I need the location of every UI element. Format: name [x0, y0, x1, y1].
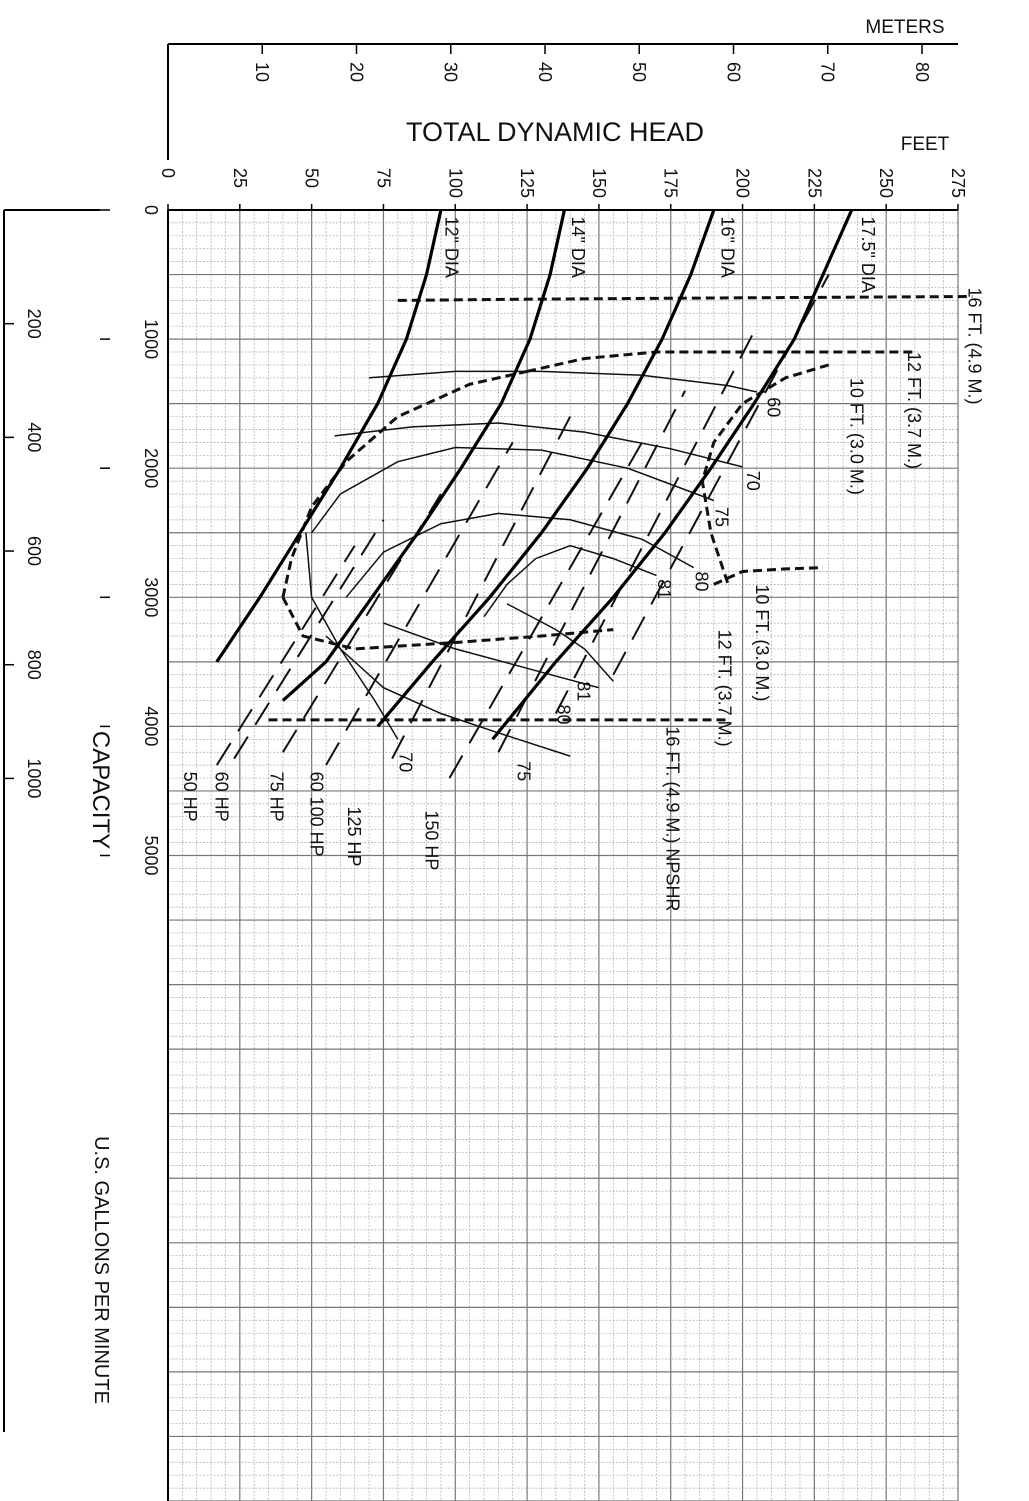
axes: TOTAL DYNAMIC HEAD FEET METERS CAPACITY …: [87, 17, 950, 1404]
x-tick-label-feet: 100: [445, 168, 465, 198]
grid: [167, 209, 959, 1501]
impeller-curve: [215, 209, 443, 663]
impeller-curve: [376, 209, 716, 728]
horsepower-line: [391, 416, 572, 760]
npshr-label: 10 FT. (3.0 M.): [752, 584, 772, 701]
y-tick-label-m3h: 1000: [24, 758, 44, 798]
horsepower-label: 50 HP: [180, 772, 200, 822]
horsepower-line: [325, 441, 514, 766]
x-tick-label-feet: 200: [733, 168, 753, 198]
x-tick-label-meters: 40: [535, 62, 555, 82]
horsepower-line: [215, 545, 356, 766]
x-axis-title: TOTAL DYNAMIC HEAD: [406, 117, 704, 147]
npshr-curve: [281, 596, 614, 651]
efficiency-curve: [369, 370, 758, 393]
efficiency-curve: [506, 603, 614, 682]
efficiency-curve: [325, 635, 571, 757]
x-tick-label-feet: 275: [948, 168, 968, 198]
x-tick-label-meters: 60: [723, 62, 743, 82]
y-axis-title: CAPACITY: [87, 731, 114, 849]
x-tick-label-meters: 20: [346, 62, 366, 82]
npshr-curve: [700, 363, 830, 585]
impeller-label: 14" DIA: [568, 216, 588, 277]
x-tick-label-feet: 50: [302, 168, 322, 188]
efficiency-label: 70: [396, 752, 416, 772]
x-tick-label-meters: 10: [252, 62, 272, 82]
npshr-label: 10 FT. (3.0 M.): [847, 378, 867, 495]
y-tick-label-gpm: 0: [141, 205, 161, 215]
x-tick-label-meters: 30: [441, 62, 461, 82]
efficiency-curve: [334, 422, 743, 468]
x-tick-label-feet: 125: [517, 168, 537, 198]
horsepower-label: 150 HP: [421, 810, 441, 870]
npshr-curve: [397, 295, 973, 302]
impeller-curve: [491, 209, 854, 741]
impeller-label: 12" DIA: [442, 216, 462, 277]
horsepower-label: 60 100 HP: [307, 772, 327, 857]
x-tick-label-feet: 175: [661, 168, 681, 198]
npshr-label: 16 FT. (4.9 M.): [964, 287, 984, 404]
y-tick-label-m3h: 600: [24, 536, 44, 566]
efficiency-label: 80: [691, 571, 711, 591]
efficiency-label: 81: [574, 681, 594, 701]
efficiency-curve: [305, 532, 399, 740]
horsepower-label: 75 HP: [266, 772, 286, 822]
impeller-label: 17.5" DIA: [858, 216, 878, 292]
npshr-label: 12 FT. (3.7 M.): [904, 352, 924, 469]
curves: [215, 209, 973, 779]
impeller-curve: [281, 209, 566, 702]
efficiency-label: 75: [513, 761, 533, 781]
x-tick-label-feet: 75: [373, 168, 393, 188]
x-tick-label-meters: 50: [629, 62, 649, 82]
horsepower-line: [497, 390, 686, 753]
x-tick-label-feet: 25: [230, 168, 250, 188]
horsepower-line: [233, 519, 385, 760]
y-tick-label-m3h: 200: [24, 309, 44, 339]
horsepower-label: 60 HP: [212, 772, 232, 822]
efficiency-curve: [483, 544, 657, 618]
x-unit-feet: FEET: [901, 134, 950, 155]
efficiency-label: 75: [712, 507, 732, 527]
y-tick-label-gpm: 5000: [141, 835, 161, 875]
y-tick-label-gpm: 1000: [141, 319, 161, 359]
efficiency-curve: [383, 622, 600, 689]
y-tick-label-gpm: 3000: [141, 577, 161, 617]
horsepower-line: [448, 441, 643, 779]
x-tick-label-feet: 250: [876, 168, 896, 198]
y-tick-label-gpm: 2000: [141, 448, 161, 488]
efficiency-label: 80: [554, 704, 574, 724]
y-tick-label-m3h: 400: [24, 422, 44, 452]
y-tick-label-gpm: 4000: [141, 706, 161, 746]
horsepower-line: [554, 325, 758, 714]
npshr-label: 16 FT. (4.9 M.) NPSHR: [663, 726, 683, 911]
npshr-label: 12 FT. (3.7 M.): [714, 630, 734, 747]
efficiency-label: 81: [654, 579, 674, 599]
impeller-label: 16" DIA: [717, 216, 737, 277]
x-tick-label-meters: 80: [912, 62, 932, 82]
efficiency-label: 60: [763, 397, 783, 417]
x-tick-label-feet: 150: [589, 168, 609, 198]
efficiency-curve: [345, 512, 695, 598]
npshr-curve: [281, 369, 528, 598]
npshr-curve: [526, 350, 915, 373]
y-axis-subtitle: U.S. GALLONS PER MINUTE: [90, 1136, 112, 1404]
y-tick-label-m3h: 800: [24, 650, 44, 680]
efficiency-curve: [310, 446, 715, 534]
x-unit-meters: METERS: [865, 17, 944, 38]
x-tick-label-feet: 0: [158, 168, 178, 178]
npshr-curve: [713, 566, 824, 586]
x-tick-label-meters: 70: [818, 62, 838, 82]
x-tick-label-feet: 225: [804, 168, 824, 198]
horsepower-label: 125 HP: [344, 806, 364, 866]
curve-labels: 0 25 50 75 100 125 150 175 200 225 250 275 10 20 30 40 5…: [24, 62, 984, 911]
efficiency-label: 70: [743, 471, 763, 491]
